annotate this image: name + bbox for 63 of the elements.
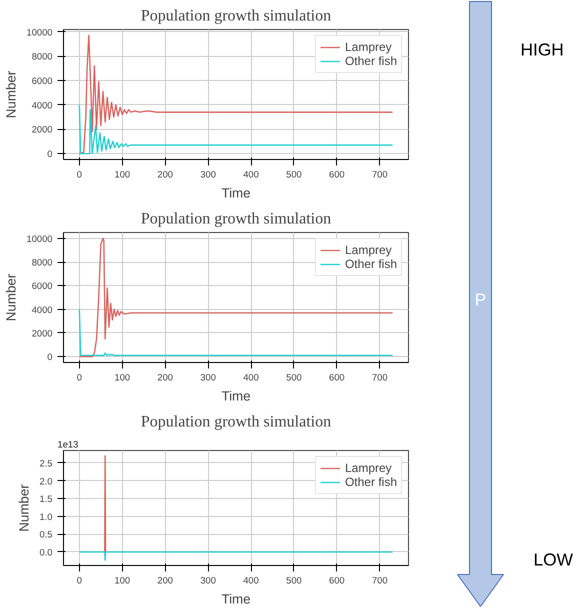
x-tick-label: 100 — [114, 372, 130, 382]
x-tick-label: 700 — [372, 170, 388, 180]
line-series — [78, 104, 394, 154]
y-tick-label: 0.0 — [40, 547, 52, 558]
x-axis-title: Time — [221, 388, 251, 404]
y-axis-title: Number — [4, 70, 19, 118]
x-tick-label: 300 — [200, 576, 216, 586]
y-tick-label: 10000 — [26, 234, 53, 244]
x-tick-label: 200 — [157, 576, 173, 586]
legend-label: Lamprey — [344, 40, 392, 54]
y-tick-label: 4000 — [32, 304, 53, 315]
text: P — [474, 290, 486, 310]
y-tick-label: 6000 — [32, 281, 53, 292]
text: HIGH — [520, 40, 564, 60]
y-tick-label: 2000 — [32, 328, 53, 338]
chart-title: Population growth simulation — [140, 8, 332, 24]
text: LOW — [534, 550, 574, 570]
x-tick-label: 700 — [372, 576, 388, 586]
y-tick-label: 0.5 — [40, 530, 52, 540]
x-tick-label: 0 — [76, 170, 82, 180]
x-tick-label: 100 — [114, 170, 130, 180]
x-tick-label: 600 — [329, 372, 345, 382]
x-tick-label: 500 — [286, 170, 302, 180]
y-tick-label: 8000 — [32, 52, 53, 62]
legend-label: Lamprey — [344, 243, 392, 257]
line-series — [78, 308, 394, 356]
y-tick-label: 0 — [47, 149, 53, 160]
y-axis-title: Number — [16, 484, 32, 532]
text: 1e13 — [58, 440, 78, 450]
x-tick-label: 600 — [329, 576, 345, 586]
x-tick-label: 400 — [243, 576, 259, 586]
y-axis-title: Number — [4, 273, 19, 322]
y-tick-label: 2000 — [32, 124, 53, 135]
y-tick-label: 10000 — [26, 27, 53, 38]
y-tick-label: 1.0 — [40, 512, 52, 522]
x-tick-label: 100 — [114, 576, 130, 586]
x-axis-title: Time — [221, 592, 251, 606]
x-tick-label: 400 — [243, 372, 259, 382]
x-tick-label: 0 — [76, 372, 82, 382]
x-tick-label: 300 — [200, 372, 216, 382]
x-tick-label: 200 — [157, 372, 173, 382]
legend-label: Lamprey — [344, 461, 392, 475]
legend-label: Other fish — [344, 475, 397, 489]
legend-label: Other fish — [344, 54, 397, 68]
x-tick-label: 400 — [243, 170, 259, 180]
x-tick-label: 500 — [286, 372, 302, 382]
x-tick-label: 300 — [200, 170, 216, 180]
y-tick-label: 8000 — [32, 258, 53, 268]
legend-label: Other fish — [344, 257, 397, 271]
y-tick-label: 4000 — [32, 100, 53, 110]
chart-title: Population growth simulation — [140, 210, 332, 228]
y-tick-label: 6000 — [32, 76, 53, 86]
x-tick-label: 200 — [157, 170, 173, 180]
x-tick-label: 700 — [372, 372, 388, 382]
chart-title: Population growth simulation — [140, 414, 332, 430]
y-tick-label: 2.0 — [40, 476, 52, 486]
y-tick-label: 2.5 — [40, 458, 52, 468]
x-tick-label: 500 — [286, 576, 302, 586]
y-tick-label: 1.5 — [40, 494, 52, 504]
x-tick-label: 600 — [329, 170, 345, 180]
y-tick-label: 0 — [47, 352, 53, 362]
x-axis-title: Time — [221, 186, 251, 200]
x-tick-label: 0 — [76, 576, 82, 586]
